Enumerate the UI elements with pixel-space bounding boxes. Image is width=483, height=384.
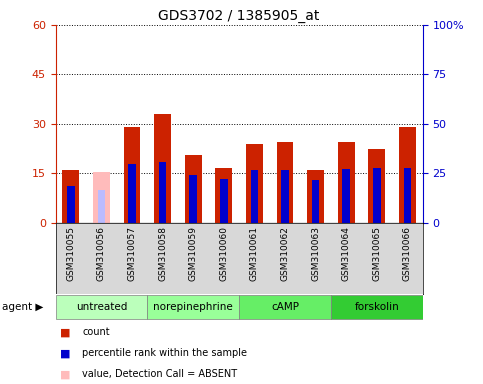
Text: GSM310060: GSM310060: [219, 226, 228, 281]
Text: GSM310063: GSM310063: [311, 226, 320, 281]
Text: GSM310058: GSM310058: [158, 226, 167, 281]
Text: value, Detection Call = ABSENT: value, Detection Call = ABSENT: [82, 369, 237, 379]
Text: forskolin: forskolin: [355, 302, 399, 312]
Text: ■: ■: [60, 369, 71, 379]
Text: GSM310064: GSM310064: [341, 226, 351, 281]
Title: GDS3702 / 1385905_at: GDS3702 / 1385905_at: [158, 8, 320, 23]
Bar: [220, 179, 227, 223]
Text: percentile rank within the sample: percentile rank within the sample: [82, 348, 247, 358]
Bar: [124, 127, 141, 223]
Bar: [189, 175, 197, 223]
Bar: [215, 168, 232, 223]
Bar: [369, 149, 385, 223]
FancyBboxPatch shape: [147, 295, 239, 319]
Text: GSM310061: GSM310061: [250, 226, 259, 281]
Text: GSM310057: GSM310057: [128, 226, 137, 281]
Bar: [62, 170, 79, 223]
Text: GSM310062: GSM310062: [281, 226, 289, 281]
FancyBboxPatch shape: [239, 295, 331, 319]
FancyBboxPatch shape: [56, 295, 147, 319]
Bar: [185, 155, 201, 223]
Text: count: count: [82, 327, 110, 337]
Bar: [154, 114, 171, 223]
Text: GSM310059: GSM310059: [189, 226, 198, 281]
Bar: [373, 168, 381, 223]
Text: GSM310066: GSM310066: [403, 226, 412, 281]
Text: ■: ■: [60, 348, 71, 358]
Text: norepinephrine: norepinephrine: [153, 302, 233, 312]
Bar: [93, 172, 110, 223]
Bar: [251, 170, 258, 223]
Bar: [399, 127, 416, 223]
Text: GSM310056: GSM310056: [97, 226, 106, 281]
Bar: [277, 142, 293, 223]
Bar: [67, 186, 75, 223]
Bar: [342, 169, 350, 223]
Text: GSM310065: GSM310065: [372, 226, 381, 281]
Bar: [98, 190, 105, 223]
FancyBboxPatch shape: [331, 295, 423, 319]
Text: untreated: untreated: [76, 302, 127, 312]
Text: ■: ■: [60, 327, 71, 337]
Bar: [403, 168, 411, 223]
Bar: [281, 170, 289, 223]
Bar: [307, 170, 324, 223]
Bar: [246, 144, 263, 223]
Text: GSM310055: GSM310055: [66, 226, 75, 281]
Text: agent ▶: agent ▶: [2, 302, 44, 312]
Bar: [159, 162, 167, 223]
Bar: [128, 164, 136, 223]
Bar: [312, 180, 319, 223]
Bar: [338, 142, 355, 223]
Text: cAMP: cAMP: [271, 302, 299, 312]
